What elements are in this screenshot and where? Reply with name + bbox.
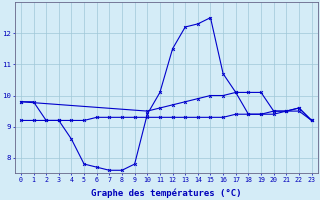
X-axis label: Graphe des températures (°C): Graphe des températures (°C) [91,188,242,198]
